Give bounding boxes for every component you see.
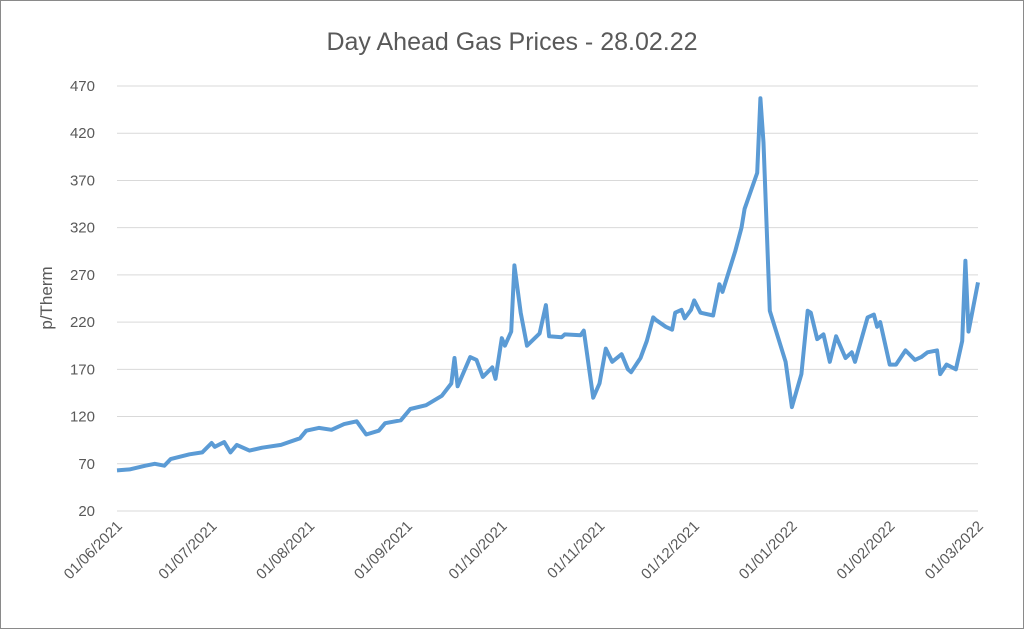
y-tick-label: 70 <box>78 456 95 473</box>
chart-title: Day Ahead Gas Prices - 28.02.22 <box>326 28 697 56</box>
y-tick-label: 220 <box>70 314 95 331</box>
y-tick-label: 170 <box>70 361 95 378</box>
y-tick-label: 420 <box>70 125 95 142</box>
y-tick-label: 270 <box>70 267 95 284</box>
price-line <box>116 96 980 473</box>
y-axis-label: p/Therm <box>37 266 56 329</box>
y-tick-label: 120 <box>70 409 95 426</box>
y-tick-label: 320 <box>70 220 95 237</box>
y-tick-label: 470 <box>70 78 95 95</box>
y-tick-label: 370 <box>70 172 95 189</box>
y-tick-label: 20 <box>78 503 95 520</box>
